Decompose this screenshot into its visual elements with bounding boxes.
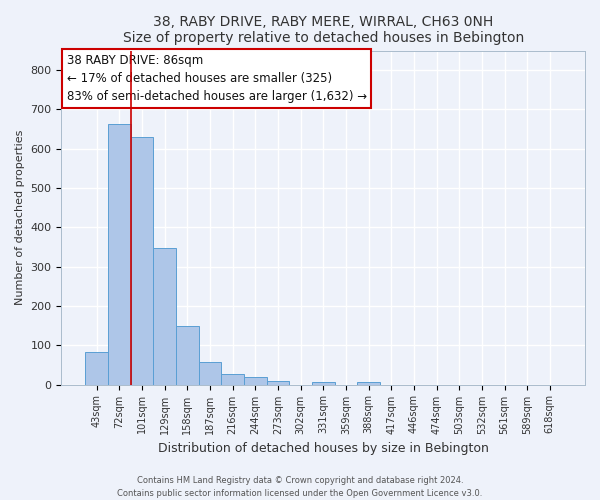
Bar	[244, 378, 266, 384]
Bar	[108, 124, 131, 384]
Text: 38 RABY DRIVE: 86sqm
← 17% of detached houses are smaller (325)
83% of semi-deta: 38 RABY DRIVE: 86sqm ← 17% of detached h…	[67, 54, 367, 103]
Bar	[131, 137, 153, 384]
Bar	[221, 374, 244, 384]
Bar	[312, 382, 335, 384]
Bar	[85, 352, 108, 384]
Y-axis label: Number of detached properties: Number of detached properties	[15, 130, 25, 305]
Bar	[266, 382, 289, 384]
Bar	[357, 382, 380, 384]
Bar	[176, 326, 199, 384]
Title: 38, RABY DRIVE, RABY MERE, WIRRAL, CH63 0NH
Size of property relative to detache: 38, RABY DRIVE, RABY MERE, WIRRAL, CH63 …	[122, 15, 524, 45]
Text: Contains HM Land Registry data © Crown copyright and database right 2024.
Contai: Contains HM Land Registry data © Crown c…	[118, 476, 482, 498]
Bar	[153, 248, 176, 384]
Bar	[199, 362, 221, 384]
X-axis label: Distribution of detached houses by size in Bebington: Distribution of detached houses by size …	[158, 442, 488, 455]
